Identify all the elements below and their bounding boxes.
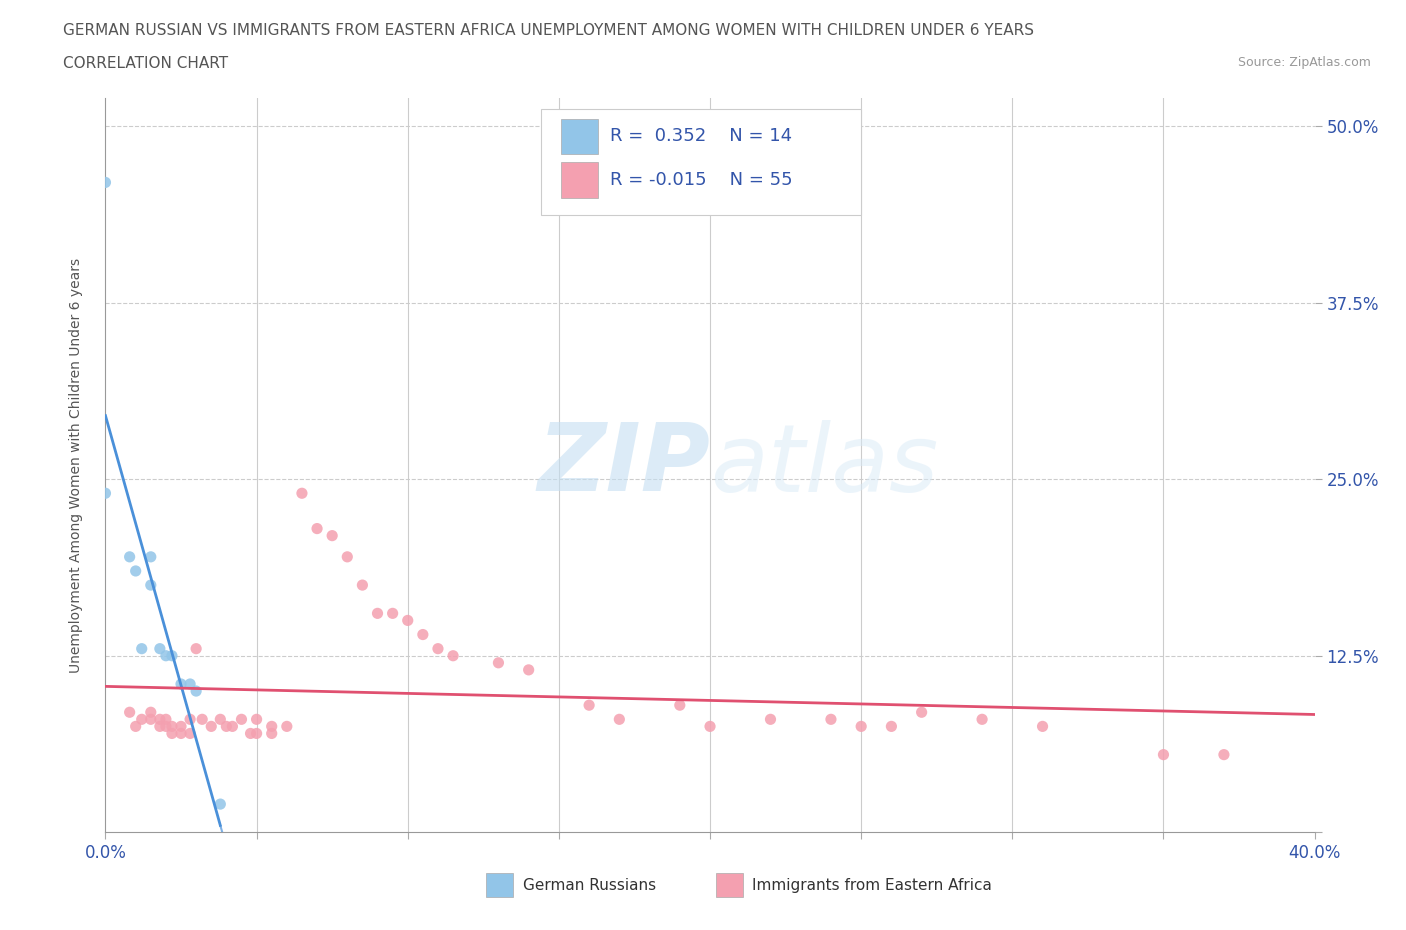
Point — [160, 719, 183, 734]
Point — [94, 175, 117, 190]
Point — [131, 642, 153, 657]
Point — [131, 711, 153, 726]
Point — [517, 662, 540, 677]
Point — [149, 719, 172, 734]
Point — [170, 719, 193, 734]
Point — [1032, 719, 1054, 734]
Point — [179, 726, 201, 741]
Point — [139, 550, 162, 565]
Point — [231, 711, 253, 726]
Point — [221, 719, 243, 734]
Point — [155, 711, 177, 726]
Text: R =  0.352    N = 14: R = 0.352 N = 14 — [610, 127, 792, 145]
Point — [1153, 747, 1175, 762]
Point — [200, 719, 222, 734]
Y-axis label: Unemployment Among Women with Children Under 6 years: Unemployment Among Women with Children U… — [69, 258, 83, 672]
Point — [170, 726, 193, 741]
Point — [124, 564, 148, 578]
Text: atlas: atlas — [710, 419, 938, 511]
Point — [260, 719, 283, 734]
Point — [820, 711, 842, 726]
Point — [160, 726, 183, 741]
Point — [179, 676, 201, 691]
Point — [118, 705, 141, 720]
Text: GERMAN RUSSIAN VS IMMIGRANTS FROM EASTERN AFRICA UNEMPLOYMENT AMONG WOMEN WITH C: GERMAN RUSSIAN VS IMMIGRANTS FROM EASTER… — [63, 23, 1035, 38]
Point — [246, 711, 269, 726]
Text: CORRELATION CHART: CORRELATION CHART — [63, 56, 228, 71]
Point — [578, 698, 600, 712]
Text: R = -0.015    N = 55: R = -0.015 N = 55 — [610, 171, 793, 189]
Point — [336, 550, 359, 565]
Point — [352, 578, 374, 592]
Point — [276, 719, 298, 734]
Point — [911, 705, 934, 720]
Point — [139, 578, 162, 592]
Point — [291, 485, 314, 500]
Point — [427, 642, 450, 657]
Point — [366, 606, 388, 621]
Point — [246, 726, 269, 741]
Point — [215, 719, 238, 734]
Point — [186, 642, 208, 657]
Point — [307, 521, 329, 536]
Point — [160, 648, 183, 663]
Point — [759, 711, 782, 726]
Point — [124, 719, 148, 734]
Point — [155, 719, 177, 734]
Point — [609, 711, 631, 726]
Point — [149, 642, 172, 657]
Text: Immigrants from Eastern Africa: Immigrants from Eastern Africa — [752, 878, 993, 893]
Point — [149, 711, 172, 726]
Point — [381, 606, 404, 621]
Point — [699, 719, 721, 734]
FancyBboxPatch shape — [561, 119, 598, 154]
Point — [488, 656, 510, 671]
Point — [321, 528, 343, 543]
Point — [118, 550, 141, 565]
Point — [1212, 747, 1236, 762]
FancyBboxPatch shape — [716, 873, 742, 897]
FancyBboxPatch shape — [541, 109, 860, 215]
Point — [139, 705, 162, 720]
Text: Source: ZipAtlas.com: Source: ZipAtlas.com — [1237, 56, 1371, 69]
Point — [441, 648, 464, 663]
FancyBboxPatch shape — [561, 163, 598, 198]
Point — [849, 719, 872, 734]
Point — [396, 613, 419, 628]
Point — [94, 485, 117, 500]
Point — [191, 711, 214, 726]
Point — [880, 719, 903, 734]
Point — [209, 797, 232, 812]
Point — [239, 726, 262, 741]
Point — [186, 684, 208, 698]
Point — [139, 711, 162, 726]
Point — [170, 676, 193, 691]
Point — [155, 648, 177, 663]
Point — [970, 711, 993, 726]
Point — [260, 726, 283, 741]
Point — [209, 711, 232, 726]
FancyBboxPatch shape — [486, 873, 513, 897]
Point — [412, 627, 434, 642]
Point — [669, 698, 692, 712]
Text: German Russians: German Russians — [523, 878, 655, 893]
Point — [179, 711, 201, 726]
Text: ZIP: ZIP — [537, 419, 710, 511]
